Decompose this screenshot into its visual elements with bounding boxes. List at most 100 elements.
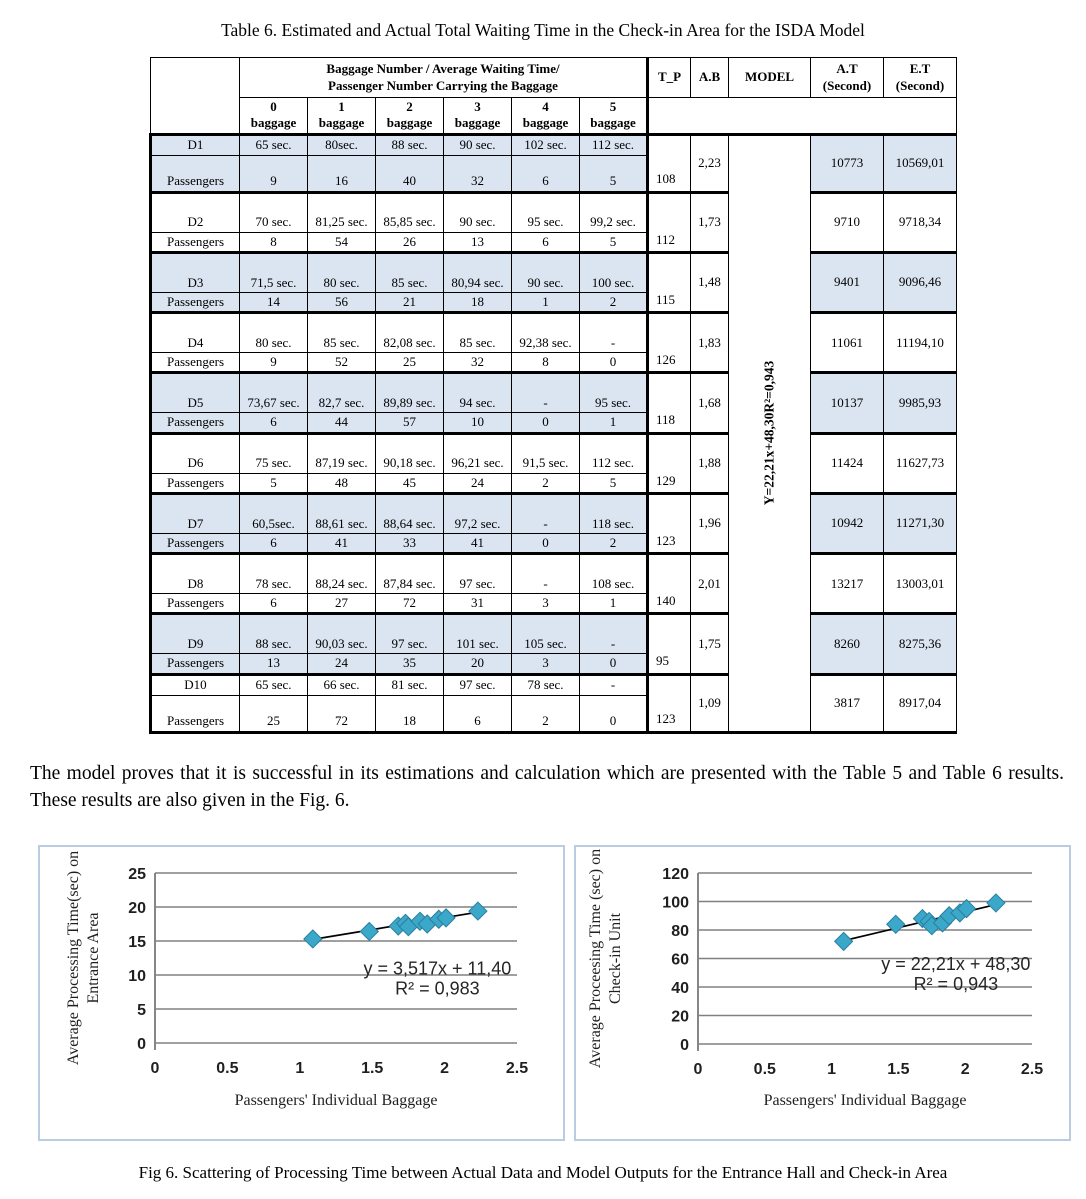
passenger-count-cell: 21: [375, 291, 444, 315]
et-cell: 9096,46: [883, 251, 957, 315]
x-tick-label: 0.5: [216, 1060, 238, 1077]
time-cell: -: [511, 553, 580, 594]
time-cell: -: [579, 613, 649, 655]
figure-6: 0 5 10 15 20 25 0 0.5 1 1.5 2 2.5 y = 3,517x + 11,40…: [38, 844, 1086, 1141]
passenger-count-cell: 0: [579, 653, 649, 676]
d-label-cell: D4: [149, 312, 240, 353]
y-tick-label: 60: [671, 951, 689, 968]
passenger-count-cell: 6: [239, 592, 308, 616]
time-cell: -: [511, 372, 580, 414]
waiting-time-table: Baggage Number / Average Waiting Time/ P…: [149, 57, 957, 734]
ab-cell: 2,01: [690, 552, 729, 616]
header-empty-cell: [647, 97, 957, 136]
time-cell: 108 sec.: [579, 553, 649, 594]
d-label-cell: D5: [149, 372, 240, 414]
tp-cell: 118: [647, 372, 691, 435]
passenger-count-cell: 41: [307, 532, 376, 556]
baggage-group-header: Baggage Number / Average Waiting Time/ P…: [239, 57, 649, 98]
x-tick-label: 2: [440, 1060, 449, 1077]
baggage-col-header: 0 baggage: [239, 97, 308, 136]
passengers-row-D2: Passengers 8 54 26 13 6 5: [149, 231, 957, 254]
baggage-col-header: 3 baggage: [443, 97, 512, 136]
passenger-count-cell: 45: [375, 472, 444, 495]
time-cell: 112 sec.: [579, 133, 649, 156]
times-row-D7: D7 60,5sec. 88,61 sec. 88,64 sec. 97,2 sec. -…: [149, 492, 957, 556]
time-cell: 65 sec.: [239, 673, 308, 696]
tp-cell: 112: [647, 191, 691, 254]
time-cell: 75 sec.: [239, 432, 308, 474]
time-cell: 88,24 sec.: [307, 553, 376, 594]
time-cell: 80 sec.: [307, 251, 376, 293]
times-row-D6: D6 75 sec. 87,19 sec. 90,18 sec. 96,21 sec. 9…: [149, 432, 957, 495]
times-row-D9: D9 88 sec. 90,03 sec. 97 sec. 101 sec. 105 se…: [149, 613, 957, 676]
time-cell: 95 sec.: [511, 191, 580, 233]
time-cell: 82,7 sec.: [307, 372, 376, 414]
ab-cell: 1,48: [690, 251, 729, 315]
d-label-cell: D9: [149, 613, 240, 655]
col-header-model: MODEL: [728, 57, 811, 98]
equation-label: y = 22,21x + 48,30: [881, 954, 1030, 974]
scatter-point: [886, 914, 906, 934]
passenger-count-cell: 24: [307, 653, 376, 676]
et-cell: 8917,04: [883, 673, 957, 734]
x-tick-label: 0: [694, 1061, 703, 1078]
tp-cell: 108: [647, 133, 691, 194]
passengers-label-cell: Passengers: [149, 291, 240, 315]
passengers-row-D4: Passengers 9 52 25 32 8 0: [149, 351, 957, 375]
baggage-col-header: 1 baggage: [307, 97, 376, 136]
passenger-count-cell: 2: [579, 291, 649, 315]
time-cell: 101 sec.: [443, 613, 512, 655]
x-tick-label: 2: [961, 1061, 970, 1078]
baggage-col-header: 4 baggage: [511, 97, 580, 136]
passenger-count-cell: 26: [375, 231, 444, 254]
x-tick-label: 2.5: [1021, 1061, 1043, 1078]
passenger-count-cell: 13: [443, 231, 512, 254]
model-cell: Y=22,21x+48,30R²=0,943: [728, 133, 811, 734]
passenger-count-cell: 18: [375, 694, 444, 734]
passenger-count-cell: 33: [375, 532, 444, 556]
tp-cell: 123: [647, 673, 691, 734]
time-cell: 95 sec.: [579, 372, 649, 414]
passenger-count-cell: 40: [375, 154, 444, 194]
passenger-count-cell: 14: [239, 291, 308, 315]
table-body: D1 65 sec. 80sec. 88 sec. 90 sec. 102 sec. 112…: [149, 133, 957, 734]
time-cell: 89,89 sec.: [375, 372, 444, 414]
time-cell: 90 sec.: [511, 251, 580, 293]
times-row-D4: D4 80 sec. 85 sec. 82,08 sec. 85 sec. 92,38 s…: [149, 311, 957, 375]
d-label-cell: D6: [149, 432, 240, 474]
passenger-count-cell: 5: [239, 472, 308, 495]
col-header-at: A.T (Second): [810, 57, 884, 98]
checkin-chart-svg: 0 20 40 60 80 100 120 0 0.5 1 1.5 2 2.5 y = 22,21x + …: [587, 849, 1043, 1109]
x-tick-label: 1.5: [361, 1060, 383, 1077]
ab-cell: 1,88: [690, 432, 729, 495]
et-cell: 11194,10: [883, 311, 957, 375]
times-row-D2: D2 70 sec. 81,25 sec. 85,85 sec. 90 sec. 95 s…: [149, 191, 957, 254]
header-row-1: Baggage Number / Average Waiting Time/ P…: [150, 57, 957, 136]
paper-page: { "table": { "title": "Table 6. Estimate…: [0, 20, 1086, 1199]
y-tick-label: 40: [671, 980, 689, 997]
col-header-ab: A.B: [690, 57, 729, 98]
times-row-D3: D3 71,5 sec. 80 sec. 85 sec. 80,94 sec. 90 se…: [149, 251, 957, 315]
passenger-count-cell: 1: [579, 592, 649, 616]
passenger-count-cell: 9: [239, 351, 308, 375]
x-axis-title: Passengers' Individual Baggage: [764, 1092, 967, 1109]
passenger-count-cell: 16: [307, 154, 376, 194]
ab-cell: 2,23: [690, 133, 729, 194]
times-row-D1: D1 65 sec. 80sec. 88 sec. 90 sec. 102 sec. 112…: [149, 133, 957, 734]
passengers-label-cell: Passengers: [149, 694, 240, 734]
time-cell: 65 sec.: [239, 133, 308, 156]
ab-cell: 1,09: [690, 673, 729, 734]
et-cell: 9718,34: [883, 191, 957, 254]
time-cell: 96,21 sec.: [443, 432, 512, 474]
passenger-count-cell: 6: [511, 231, 580, 254]
time-cell: 88 sec.: [375, 133, 444, 156]
passengers-label-cell: Passengers: [149, 653, 240, 676]
time-cell: 85 sec.: [375, 251, 444, 293]
y-tick-label: 5: [137, 1002, 146, 1019]
passenger-count-cell: 8: [239, 231, 308, 254]
time-cell: 73,67 sec.: [239, 372, 308, 414]
scatter-point: [436, 908, 456, 928]
scatter-point: [833, 931, 854, 951]
passenger-count-cell: 2: [511, 694, 580, 734]
passenger-count-cell: 52: [307, 351, 376, 375]
